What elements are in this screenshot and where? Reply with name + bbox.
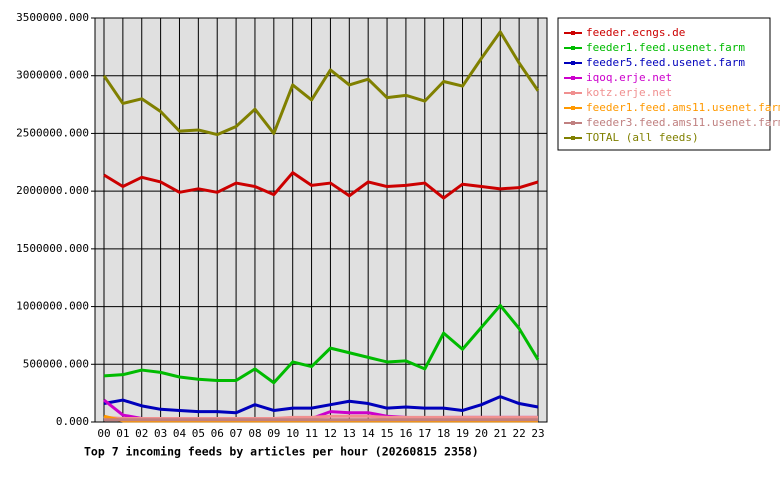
x-tick-label: 23 (531, 427, 544, 440)
series-line (103, 395, 539, 415)
y-tick-label: 1000000.000 (16, 300, 89, 313)
series-line (103, 303, 540, 385)
plot-area (95, 18, 547, 422)
y-tick-label: 0.000 (56, 415, 89, 428)
legend-label: iqoq.erje.net (586, 71, 672, 84)
legend-label: feeder1.feed.ams11.usenet.farm (586, 101, 780, 114)
x-tick-label: 18 (437, 427, 450, 440)
x-tick-label: 07 (229, 427, 242, 440)
legend-box (557, 17, 771, 151)
x-tick-label: 16 (399, 427, 412, 440)
legend-dot (571, 31, 575, 35)
series-line (102, 30, 540, 137)
y-tick-label: 2000000.000 (16, 184, 89, 197)
x-tick-label: 09 (267, 427, 280, 440)
legend-label: kotz.erje.net (586, 86, 672, 99)
x-tick-label: 21 (494, 427, 507, 440)
x-tick-label: 14 (362, 427, 376, 440)
legend-label: feeder.ecngs.de (586, 26, 685, 39)
legend-label: feeder3.feed.ams11.usenet.farm (586, 116, 780, 129)
x-tick-label: 19 (456, 427, 469, 440)
x-tick-label: 12 (324, 427, 337, 440)
x-tick-label: 10 (286, 427, 299, 440)
x-tick-label: 01 (116, 427, 129, 440)
legend-label: TOTAL (all feeds) (586, 131, 699, 144)
x-tick-label: 04 (173, 427, 187, 440)
y-tick-label: 500000.000 (23, 357, 89, 370)
y-tick-label: 2500000.000 (16, 126, 89, 139)
x-tick-label: 05 (192, 427, 205, 440)
legend-dot (571, 136, 575, 140)
legend-dot (571, 91, 575, 95)
series-line (103, 171, 539, 200)
x-tick-label: 06 (211, 427, 224, 440)
y-tick-label: 3500000.000 (16, 11, 89, 24)
x-tick-label: 03 (154, 427, 167, 440)
x-tick-label: 22 (513, 427, 526, 440)
legend-label: feeder5.feed.usenet.farm (586, 56, 745, 69)
x-tick-label: 11 (305, 427, 318, 440)
chart-title: Top 7 incoming feeds by articles per hou… (84, 445, 479, 459)
x-tick-label: 17 (418, 427, 431, 440)
x-tick-label: 08 (248, 427, 261, 440)
legend-dot (571, 61, 575, 65)
x-tick-label: 20 (475, 427, 488, 440)
x-tick-label: 15 (380, 427, 393, 440)
legend-dot (571, 46, 575, 50)
legend-label: feeder1.feed.usenet.farm (586, 41, 745, 54)
legend-dot (571, 121, 575, 125)
legend-dot (571, 106, 575, 110)
x-tick-label: 00 (97, 427, 110, 440)
legend-dot (571, 76, 575, 80)
y-tick-label: 1500000.000 (16, 242, 89, 255)
y-tick-label: 3000000.000 (16, 69, 89, 82)
x-tick-label: 13 (343, 427, 356, 440)
x-tick-label: 02 (135, 427, 148, 440)
